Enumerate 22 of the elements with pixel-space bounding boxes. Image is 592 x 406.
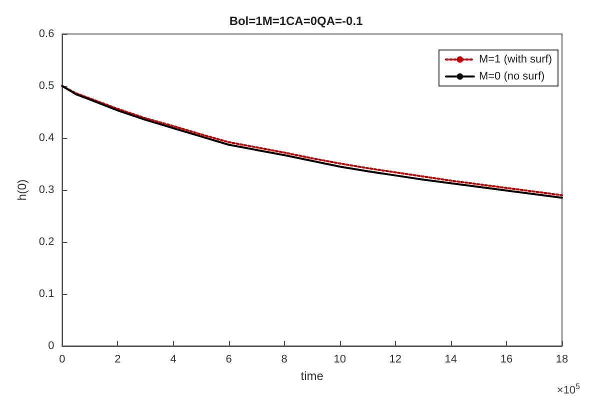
chart-title: Bol=1M=1CA=0QA=-0.1 (229, 14, 364, 28)
x-tick-label: 8 (281, 354, 288, 366)
y-tick-label: 0.6 (38, 28, 54, 40)
y-tick-label: 0 (48, 340, 54, 352)
x-tick-label: 6 (226, 354, 232, 366)
x-tick-label: 10 (334, 354, 346, 366)
x-axis-title: time (300, 369, 324, 383)
x-tick-label: 4 (170, 354, 176, 366)
x-tick-label: 14 (444, 354, 458, 366)
x-tick-label: 0 (59, 354, 66, 366)
x-tick-label: 12 (389, 354, 402, 366)
x-tick-label: 2 (114, 354, 121, 366)
legend-label: M=0 (no surf) (478, 70, 545, 82)
x-tick-label: 16 (500, 354, 513, 366)
y-tick-label: 0.4 (38, 132, 54, 144)
legend-label: M=1 (with surf) (478, 54, 552, 66)
y-tick-label: 0.1 (38, 288, 54, 300)
y-tick-label: 0.5 (38, 80, 54, 92)
y-tick-label: 0.2 (38, 236, 54, 248)
y-axis-title: h(0) (15, 179, 29, 201)
y-tick-label: 0.3 (38, 184, 54, 196)
x-tick-label: 18 (556, 354, 568, 366)
